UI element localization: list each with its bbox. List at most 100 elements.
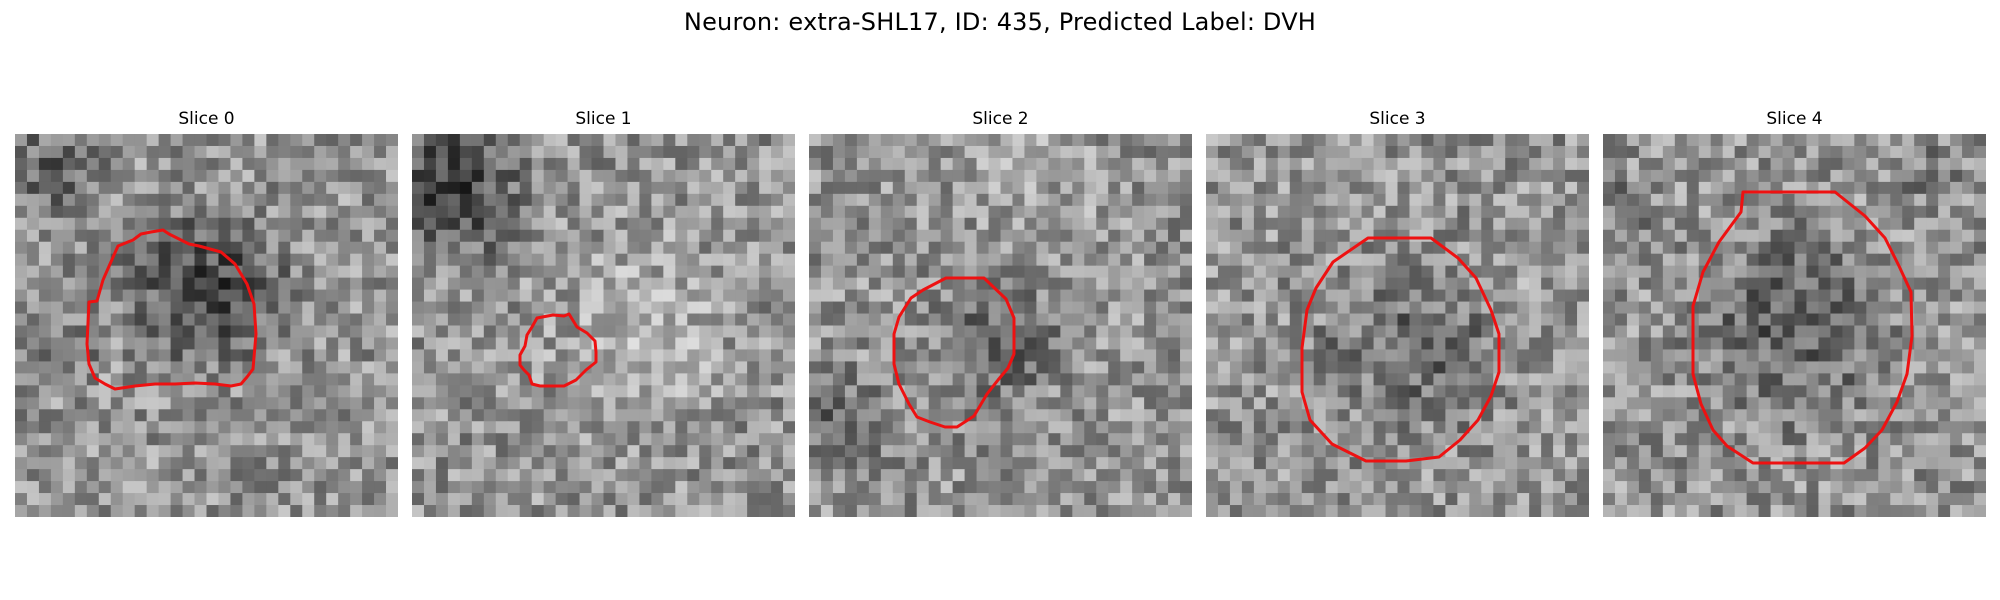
pixel bbox=[892, 265, 906, 279]
pixel bbox=[1229, 313, 1243, 327]
pixel bbox=[820, 229, 834, 243]
pixel bbox=[519, 181, 533, 195]
pixel bbox=[483, 385, 497, 398]
pixel bbox=[1072, 181, 1085, 195]
pixel bbox=[1180, 505, 1192, 517]
pixel bbox=[1325, 409, 1339, 422]
pixel bbox=[412, 337, 425, 351]
pixel bbox=[771, 265, 784, 279]
pixel bbox=[1301, 193, 1315, 207]
pixel bbox=[1168, 361, 1181, 374]
pixel bbox=[1421, 361, 1435, 374]
pixel bbox=[1866, 277, 1879, 291]
pixel bbox=[62, 181, 76, 195]
pixel bbox=[86, 373, 100, 386]
pixel bbox=[1385, 265, 1399, 279]
pixel bbox=[771, 277, 784, 291]
pixel bbox=[1565, 134, 1578, 147]
pixel bbox=[1265, 301, 1279, 315]
pixel bbox=[290, 457, 303, 470]
pixel bbox=[1938, 181, 1951, 195]
pixel bbox=[1469, 301, 1482, 315]
pixel bbox=[1505, 169, 1518, 183]
pixel bbox=[1686, 433, 1700, 446]
pixel bbox=[1722, 349, 1736, 363]
pixel bbox=[1433, 313, 1446, 327]
pixel bbox=[38, 505, 52, 517]
pixel bbox=[735, 337, 748, 351]
pixel bbox=[1084, 373, 1097, 386]
pixel bbox=[687, 253, 700, 267]
pixel bbox=[507, 373, 521, 386]
pixel bbox=[1000, 481, 1014, 494]
pixel bbox=[1926, 445, 1939, 458]
pixel bbox=[1962, 445, 1975, 458]
pixel bbox=[1168, 397, 1181, 410]
pixel bbox=[1072, 193, 1085, 207]
pixel bbox=[1373, 193, 1387, 207]
pixel bbox=[555, 409, 569, 422]
pixel bbox=[435, 505, 449, 517]
pixel bbox=[350, 301, 363, 315]
pixel bbox=[809, 385, 822, 398]
pixel bbox=[350, 241, 363, 255]
pixel bbox=[182, 313, 196, 327]
pixel bbox=[206, 277, 220, 291]
pixel bbox=[435, 313, 449, 327]
pixel bbox=[1361, 337, 1375, 351]
pixel bbox=[1120, 134, 1133, 147]
pixel bbox=[507, 145, 521, 159]
pixel bbox=[1265, 457, 1279, 470]
pixel bbox=[940, 325, 954, 339]
pixel bbox=[158, 134, 172, 147]
pixel bbox=[1337, 157, 1351, 171]
pixel bbox=[687, 385, 700, 398]
pixel bbox=[1674, 349, 1688, 363]
pixel bbox=[952, 157, 966, 171]
pixel bbox=[1577, 337, 1589, 351]
pixel bbox=[507, 409, 521, 422]
pixel bbox=[615, 145, 629, 159]
pixel bbox=[531, 337, 545, 351]
pixel bbox=[1337, 373, 1351, 386]
pixel bbox=[62, 205, 76, 219]
pixel bbox=[1108, 265, 1121, 279]
pixel bbox=[182, 361, 196, 374]
pixel bbox=[182, 349, 196, 363]
pixel bbox=[158, 157, 172, 171]
pixel bbox=[62, 445, 76, 458]
pixel bbox=[1409, 337, 1423, 351]
pixel bbox=[591, 397, 605, 410]
pixel bbox=[783, 241, 795, 255]
pixel bbox=[15, 457, 28, 470]
pixel bbox=[1878, 373, 1891, 386]
pixel bbox=[1746, 313, 1760, 327]
pixel bbox=[1156, 134, 1169, 147]
pixel bbox=[759, 265, 772, 279]
pixel bbox=[459, 277, 473, 291]
pixel bbox=[1120, 301, 1133, 315]
pixel bbox=[1603, 205, 1616, 219]
pixel bbox=[423, 289, 437, 303]
pixel bbox=[880, 445, 894, 458]
pixel bbox=[591, 421, 605, 434]
pixel bbox=[1734, 253, 1748, 267]
pixel bbox=[1096, 301, 1109, 315]
pixel bbox=[1662, 217, 1676, 231]
pixel bbox=[230, 169, 244, 183]
pixel bbox=[880, 217, 894, 231]
pixel bbox=[1854, 277, 1867, 291]
pixel bbox=[603, 217, 617, 231]
pixel bbox=[1060, 217, 1073, 231]
pixel bbox=[892, 493, 906, 506]
pixel bbox=[988, 445, 1002, 458]
pixel bbox=[74, 445, 88, 458]
pixel bbox=[928, 205, 942, 219]
pixel bbox=[326, 385, 339, 398]
pixel bbox=[1120, 217, 1133, 231]
pixel bbox=[254, 265, 267, 279]
pixel bbox=[1782, 253, 1796, 267]
pixel bbox=[1746, 433, 1760, 446]
pixel bbox=[507, 301, 521, 315]
pixel bbox=[230, 457, 244, 470]
